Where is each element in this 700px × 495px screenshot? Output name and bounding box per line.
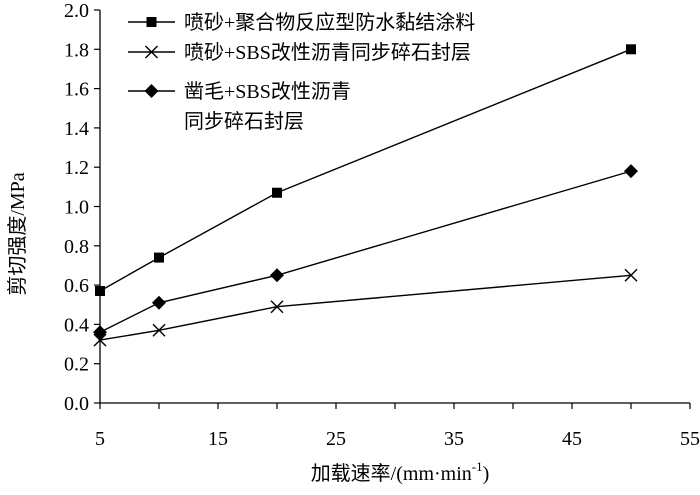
y-tick-label: 0.2: [64, 354, 89, 376]
data-point-square: [626, 44, 636, 55]
y-tick-label: 1.6: [64, 79, 89, 101]
series-x: [93, 268, 638, 347]
legend-label: 凿毛+SBS改性沥青: [184, 80, 351, 103]
legend: 喷砂+聚合物反应型防水黏结涂料喷砂+SBS改性沥青同步碎石封层凿毛+SBS改性沥…: [128, 11, 475, 133]
x-axis-ticks: 5 15 25 35 45 55: [95, 403, 700, 450]
data-point-square: [154, 252, 164, 263]
legend-item-diamond: 凿毛+SBS改性沥青同步碎石封层: [128, 80, 351, 133]
legend-item-square: 喷砂+聚合物反应型防水黏结涂料: [128, 11, 475, 34]
series-layer: [93, 44, 638, 347]
series-line: [99, 274, 632, 341]
series-square: [95, 44, 636, 296]
x-axis-title-superscript: -1: [472, 459, 483, 474]
data-point-x: [93, 333, 107, 347]
y-axis-ticks: 0.0 0.2 0.4 0.6 0.8 1.0 1.2 1.4 1.6 1.8 2.0: [64, 0, 100, 415]
data-point-diamond: [270, 268, 284, 283]
series-diamond: [93, 164, 638, 340]
legend-item-x: 喷砂+SBS改性沥青同步碎石封层: [128, 41, 471, 64]
y-tick-label: 0.0: [64, 393, 89, 415]
y-tick-label: 1.2: [64, 157, 89, 179]
x-tick-label: 45: [562, 428, 582, 450]
y-tick-label: 2.0: [64, 0, 89, 22]
x-tick-label: 5: [95, 428, 105, 450]
x-tick-label: 55: [680, 428, 700, 450]
x-tick-label: 35: [444, 428, 464, 450]
y-tick-label: 1.8: [64, 39, 89, 61]
y-tick-label: 0.4: [64, 314, 89, 336]
y-tick-label: 0.6: [64, 275, 89, 297]
legend-marker-diamond: [144, 84, 159, 98]
x-axis-title-main: 加载速率/(mm·min: [311, 462, 472, 485]
data-point-square: [95, 285, 105, 296]
data-point-diamond: [152, 295, 166, 310]
axes: [99, 10, 690, 404]
y-tick-label: 1.0: [64, 197, 89, 219]
legend-label: 喷砂+SBS改性沥青同步碎石封层: [184, 41, 471, 64]
data-point-square: [272, 187, 282, 198]
series-line: [99, 170, 632, 333]
x-tick-label: 15: [208, 428, 228, 450]
data-point-diamond: [93, 325, 107, 340]
y-tick-label: 1.4: [64, 118, 89, 140]
x-axis-title-tail: ): [483, 463, 490, 485]
legend-label: 同步碎石封层: [184, 110, 304, 133]
x-axis-title: 加载速率/(mm·min-1): [311, 459, 490, 485]
data-point-diamond: [624, 164, 638, 179]
legend-marker-x: [145, 45, 158, 59]
y-axis-title: 剪切强度/MPa: [6, 172, 29, 295]
data-point-x: [270, 300, 284, 314]
legend-label: 喷砂+聚合物反应型防水黏结涂料: [184, 11, 475, 34]
x-tick-label: 25: [326, 428, 346, 450]
y-tick-label: 0.8: [64, 236, 89, 258]
legend-marker-square: [146, 17, 157, 27]
data-point-x: [624, 268, 638, 282]
data-point-x: [152, 323, 166, 337]
series-line: [99, 48, 632, 292]
